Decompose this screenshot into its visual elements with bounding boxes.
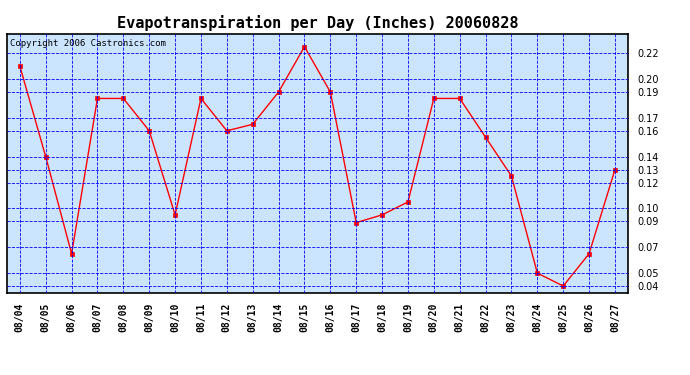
- Title: Evapotranspiration per Day (Inches) 20060828: Evapotranspiration per Day (Inches) 2006…: [117, 15, 518, 31]
- Text: Copyright 2006 Castronics.com: Copyright 2006 Castronics.com: [10, 39, 166, 48]
